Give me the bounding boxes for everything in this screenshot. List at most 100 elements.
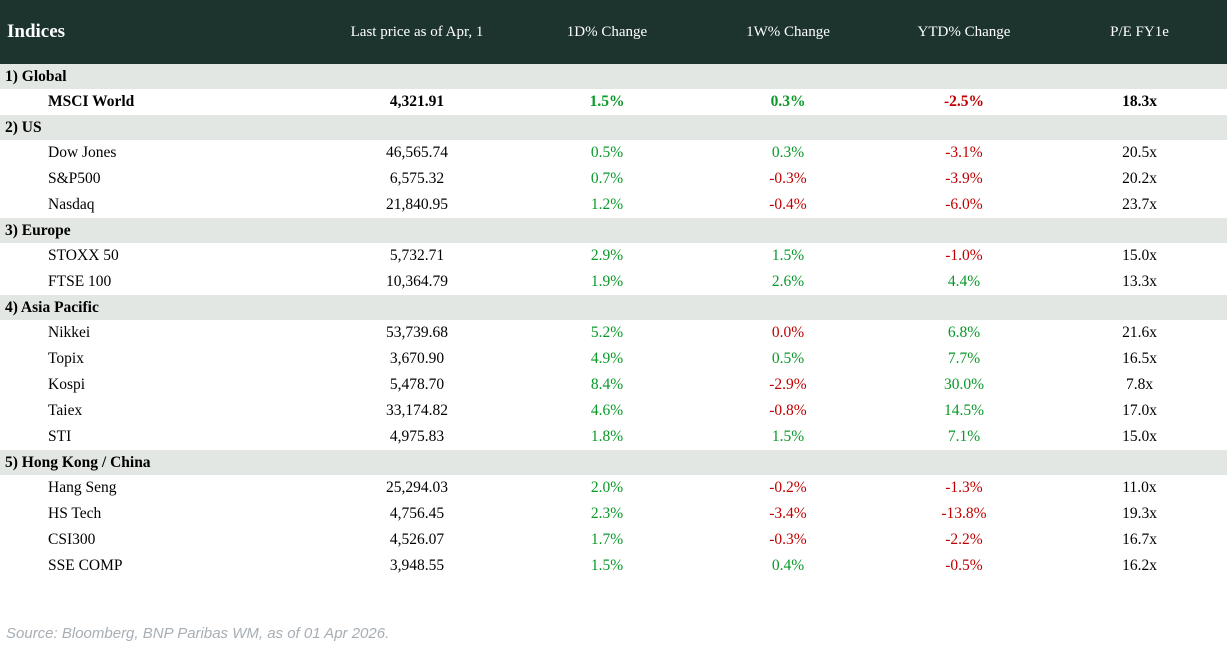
ytd-change-value: -13.8%	[941, 505, 987, 522]
index-name: Hang Seng	[48, 479, 117, 496]
table-title: Indices	[7, 21, 66, 42]
last-price-value: 4,321.91	[389, 93, 445, 110]
ytd-change-value: -0.5%	[945, 557, 983, 574]
index-name: S&P500	[48, 170, 101, 187]
table-header-row: Indices Last price as of Apr, 1 1D% Chan…	[0, 0, 1227, 64]
table-row: Topix 3,670.90 4.9% 0.5% 7.7% 16.5x	[0, 346, 1227, 372]
pe-value: 13.3x	[1122, 273, 1157, 290]
table-row: SSE COMP 3,948.55 1.5% 0.4% -0.5% 16.2x	[0, 553, 1227, 579]
section-header-row: 2) US	[0, 115, 1227, 140]
section-header-row: 4) Asia Pacific	[0, 295, 1227, 320]
section-label: 3) Europe	[5, 221, 71, 239]
ytd-change-value: 6.8%	[947, 324, 981, 341]
pe-value: 16.2x	[1122, 557, 1157, 574]
last-price-value: 4,526.07	[389, 531, 445, 548]
index-name: CSI300	[48, 531, 96, 548]
1w-change-value: 1.5%	[771, 247, 805, 264]
table-row: Nasdaq 21,840.95 1.2% -0.4% -6.0% 23.7x	[0, 192, 1227, 218]
pe-value: 15.0x	[1122, 247, 1157, 264]
pe-value: 16.7x	[1122, 531, 1157, 548]
1d-change-value: 1.8%	[590, 428, 624, 445]
table-row: FTSE 100 10,364.79 1.9% 2.6% 4.4% 13.3x	[0, 269, 1227, 295]
1d-change-value: 0.7%	[590, 170, 624, 187]
1d-change-value: 2.9%	[590, 247, 624, 264]
ytd-change-value: -1.0%	[945, 247, 983, 264]
last-price-value: 5,478.70	[389, 376, 445, 393]
section-header-row: 1) Global	[0, 64, 1227, 89]
ytd-change-value: 7.7%	[947, 350, 981, 367]
pe-value: 18.3x	[1122, 93, 1157, 110]
table-body: 1) Global MSCI World 4,321.91 1.5% 0.3% -2.5%…	[0, 64, 1227, 579]
table-row: STOXX 50 5,732.71 2.9% 1.5% -1.0% 15.0x	[0, 243, 1227, 269]
last-price-value: 53,739.68	[386, 324, 448, 341]
1d-change-value: 5.2%	[590, 324, 624, 341]
index-name: Kospi	[48, 376, 86, 393]
1d-change-value: 8.4%	[590, 376, 624, 393]
pe-value: 16.5x	[1122, 350, 1157, 367]
ytd-change-value: 4.4%	[947, 273, 981, 290]
1w-change-value: 2.6%	[771, 273, 805, 290]
pe-value: 15.0x	[1122, 428, 1157, 445]
last-price-value: 46,565.74	[386, 144, 448, 161]
last-price-value: 10,364.79	[386, 273, 448, 290]
section-label: 5) Hong Kong / China	[5, 453, 151, 471]
1d-change-value: 1.7%	[590, 531, 624, 548]
table-row: STI 4,975.83 1.8% 1.5% 7.1% 15.0x	[0, 424, 1227, 450]
column-header-pe-fy1e: P/E FY1e	[1110, 23, 1169, 40]
index-name: Taiex	[48, 402, 83, 419]
1w-change-value: -0.4%	[769, 196, 807, 213]
column-header-1d-change: 1D% Change	[566, 23, 648, 40]
table-row: Kospi 5,478.70 8.4% -2.9% 30.0% 7.8x	[0, 372, 1227, 398]
last-price-value: 4,756.45	[389, 505, 445, 522]
1d-change-value: 1.2%	[590, 196, 624, 213]
index-name: HS Tech	[48, 505, 102, 522]
pe-value: 20.2x	[1122, 170, 1157, 187]
ytd-change-value: -2.5%	[943, 93, 985, 110]
last-price-value: 25,294.03	[386, 479, 448, 496]
index-name: Topix	[48, 350, 84, 367]
ytd-change-value: 30.0%	[943, 376, 985, 393]
table-row: HS Tech 4,756.45 2.3% -3.4% -13.8% 19.3x	[0, 501, 1227, 527]
index-name: STI	[48, 428, 72, 445]
table-row: Taiex 33,174.82 4.6% -0.8% 14.5% 17.0x	[0, 398, 1227, 424]
table-row: Dow Jones 46,565.74 0.5% 0.3% -3.1% 20.5x	[0, 140, 1227, 166]
ytd-change-value: -3.9%	[945, 170, 983, 187]
1d-change-value: 2.3%	[590, 505, 624, 522]
1w-change-value: 0.3%	[770, 93, 806, 110]
ytd-change-value: -1.3%	[945, 479, 983, 496]
1w-change-value: 1.5%	[771, 428, 805, 445]
ytd-change-value: -2.2%	[945, 531, 983, 548]
table-row: MSCI World 4,321.91 1.5% 0.3% -2.5% 18.3x	[0, 89, 1227, 115]
ytd-change-value: 7.1%	[947, 428, 981, 445]
table-row: S&P500 6,575.32 0.7% -0.3% -3.9% 20.2x	[0, 166, 1227, 192]
table-row: Nikkei 53,739.68 5.2% 0.0% 6.8% 21.6x	[0, 320, 1227, 346]
1d-change-value: 0.5%	[590, 144, 624, 161]
1d-change-value: 1.5%	[589, 93, 625, 110]
index-name: MSCI World	[48, 93, 135, 110]
last-price-value: 33,174.82	[386, 402, 448, 419]
section-header-row: 5) Hong Kong / China	[0, 450, 1227, 475]
pe-value: 20.5x	[1122, 144, 1157, 161]
1w-change-value: 0.3%	[771, 144, 805, 161]
section-header-row: 3) Europe	[0, 218, 1227, 243]
1w-change-value: 0.4%	[771, 557, 805, 574]
1d-change-value: 2.0%	[590, 479, 624, 496]
1w-change-value: -0.2%	[769, 479, 807, 496]
index-name: FTSE 100	[48, 273, 112, 290]
1w-change-value: -0.8%	[769, 402, 807, 419]
table-row: Hang Seng 25,294.03 2.0% -0.2% -1.3% 11.0x	[0, 475, 1227, 501]
index-name: STOXX 50	[48, 247, 119, 264]
last-price-value: 4,975.83	[389, 428, 445, 445]
last-price-value: 21,840.95	[386, 196, 448, 213]
1w-change-value: 0.5%	[771, 350, 805, 367]
index-name: Nasdaq	[48, 196, 95, 213]
1w-change-value: -3.4%	[769, 505, 807, 522]
ytd-change-value: -6.0%	[945, 196, 983, 213]
section-label: 1) Global	[5, 67, 67, 85]
ytd-change-value: -3.1%	[945, 144, 983, 161]
pe-value: 7.8x	[1125, 376, 1154, 393]
1d-change-value: 1.5%	[590, 557, 624, 574]
index-name: SSE COMP	[48, 557, 123, 574]
last-price-value: 5,732.71	[389, 247, 445, 264]
